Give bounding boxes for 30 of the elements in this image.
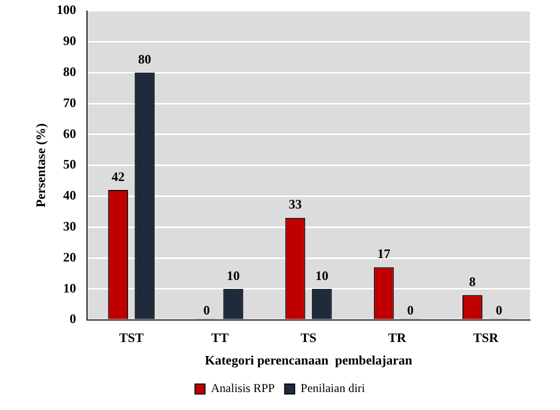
y-axis-title: Persentase (%) [33,123,48,208]
data-label: 42 [112,168,125,184]
y-tick-label: 20 [63,249,76,264]
x-tick-label: TT [211,330,229,345]
data-label: 8 [469,274,476,289]
legend-label: Penilaian diri [300,381,366,396]
data-label: 10 [226,268,240,283]
x-axis-title: Kategori perencanaan pembelajaran [204,352,414,368]
data-label: 10 [315,268,328,283]
y-tick-label: 0 [70,311,76,326]
y-tick-label: 80 [63,64,76,79]
data-label: 80 [138,51,152,66]
y-tick-label: 70 [63,94,76,110]
y-tick-label: 40 [63,188,76,203]
x-tick-label: TST [119,330,144,345]
y-tick-label: 60 [63,126,76,141]
y-tick-label: 30 [63,218,76,234]
legend-label: Analisis RPP [211,381,276,396]
x-tick-label: TR [388,330,407,345]
data-label: 0 [407,302,414,318]
data-label: 33 [288,196,302,212]
y-tick-label: 50 [63,156,76,172]
data-label: 0 [496,302,502,318]
y-tick-label: 10 [63,280,76,296]
data-label: 17 [377,246,391,262]
x-tick-label: TSR [473,330,499,345]
y-tick-label: 100 [56,2,76,18]
y-tick-label: 90 [63,33,76,48]
x-tick-label: TS [300,330,317,345]
data-label: 0 [203,302,210,318]
